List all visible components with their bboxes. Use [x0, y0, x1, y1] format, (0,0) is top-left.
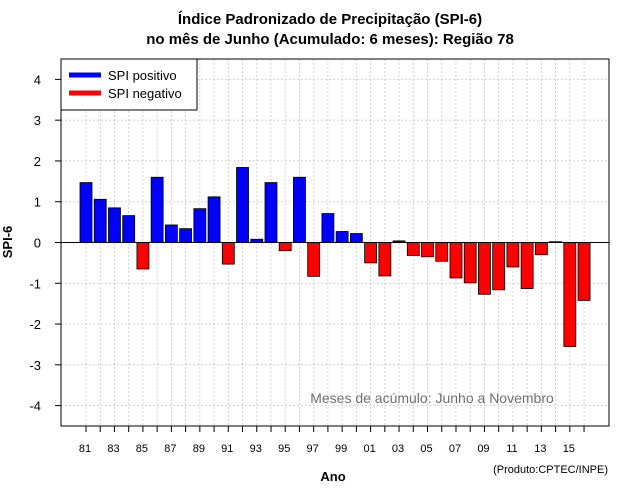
bar-97: [307, 242, 321, 277]
bar-88: [179, 228, 193, 243]
bar-92: [236, 167, 249, 243]
x-tick-label: 01: [363, 443, 375, 455]
bar-08: [463, 242, 477, 284]
bar-13: [534, 242, 548, 256]
x-axis-title: Ano: [320, 469, 345, 484]
bar-89: [193, 208, 207, 243]
x-tick-label: 11: [506, 443, 517, 455]
legend-box: [60, 58, 198, 111]
bar-02: [378, 242, 392, 277]
bar-16: [577, 242, 591, 301]
bar-99: [335, 231, 349, 243]
y-tick-label: -4: [29, 399, 41, 414]
x-tick-label: 87: [164, 443, 176, 455]
y-tick-label: 0: [34, 236, 41, 251]
x-tick-label: 89: [193, 443, 205, 455]
x-tick-label: 85: [136, 443, 148, 455]
x-tick-label: 15: [563, 443, 575, 455]
bar-94: [264, 182, 278, 243]
y-tick-label: 2: [34, 154, 41, 169]
y-tick-label: -2: [29, 317, 41, 332]
y-tick-label: -1: [29, 276, 41, 291]
bar-95: [278, 242, 292, 252]
x-tick-label: 09: [477, 443, 489, 455]
bar-96: [293, 176, 306, 243]
bar-82: [93, 198, 107, 243]
bar-05: [421, 242, 434, 258]
y-axis: -4 -3 -2 -1 0 1 2 3 4: [29, 72, 61, 414]
x-tick-label: 95: [278, 443, 290, 455]
bar-12: [520, 242, 534, 289]
x-tick-label: 03: [392, 443, 404, 455]
legend: SPI positivo SPI negativo: [60, 58, 198, 111]
bar-07: [449, 242, 463, 279]
bar-84: [122, 215, 136, 243]
accumulation-note: Meses de acúmulo: Junho a Novembro: [310, 390, 554, 406]
bars: [79, 167, 591, 347]
bar-90: [207, 196, 221, 243]
legend-label-negative: SPI negativo: [108, 86, 182, 101]
bar-06: [435, 242, 449, 262]
product-credit: (Produto:CPTEC/INPE): [493, 464, 608, 476]
bar-91: [221, 242, 235, 265]
y-tick-label: 3: [34, 113, 41, 128]
x-axis: 81 83 85 87 89 91 93 95 97 99 01 03 05 07 09 11 13 15: [79, 426, 585, 455]
bar-11: [506, 242, 520, 268]
x-tick-label: 93: [250, 443, 262, 455]
bar-09: [478, 242, 491, 295]
x-tick-label: 83: [107, 443, 119, 455]
chart-subtitle: no mês de Junho (Acumulado: 6 meses): Re…: [146, 31, 514, 48]
bar-86: [150, 176, 164, 243]
x-tick-label: 81: [79, 443, 91, 455]
bar-85: [136, 242, 150, 270]
y-axis-title: SPI-6: [0, 226, 15, 259]
y-tick-label: 4: [34, 72, 41, 87]
chart-title: Índice Padronizado de Precipitação (SPI-…: [178, 11, 482, 28]
bar-98: [321, 213, 335, 243]
bar-10: [492, 242, 506, 291]
y-tick-label: -3: [29, 358, 41, 373]
bar-15: [563, 242, 577, 347]
bar-87: [164, 224, 178, 243]
bar-83: [108, 207, 121, 243]
bar-81: [79, 182, 93, 243]
x-tick-label: 99: [335, 443, 347, 455]
y-tick-label: 1: [34, 195, 41, 210]
grid-lines: [61, 59, 609, 426]
x-tick-label: 07: [449, 443, 461, 455]
x-tick-label: 05: [420, 443, 432, 455]
x-tick-label: 91: [221, 443, 233, 455]
bar-00: [349, 233, 363, 243]
legend-label-positive: SPI positivo: [108, 68, 177, 83]
x-tick-label: 13: [534, 443, 546, 455]
bar-04: [406, 242, 420, 256]
x-tick-label: 97: [307, 443, 319, 455]
bar-01: [364, 242, 378, 264]
